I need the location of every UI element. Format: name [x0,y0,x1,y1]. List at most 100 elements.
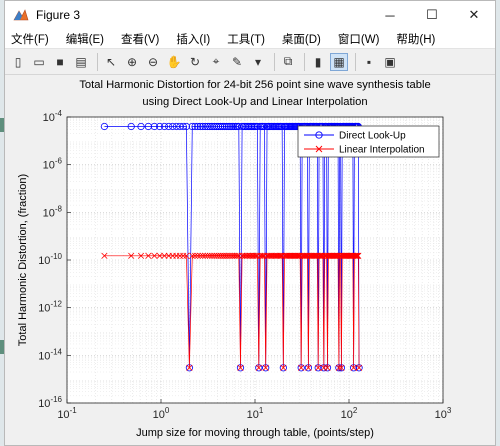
data-point-circle [216,122,225,131]
y-tick-label: 10-16 [38,395,62,410]
y-axis-label: Total Harmonic Distortion, (fraction) [17,174,29,346]
data-point-x [202,252,209,259]
data-point-circle [220,122,229,131]
print-icon[interactable]: ▤ [75,54,87,69]
data-point-x [324,364,331,371]
legend-marker-x [315,145,323,153]
menu-item[interactable]: 查看(V) [121,33,160,46]
x-tick-label: 10-1 [57,406,77,421]
background-marker [0,340,7,354]
data-point-circle [165,122,173,131]
data-point-x [197,252,204,259]
menu-item[interactable]: 编辑(E) [65,33,105,46]
save-icon[interactable]: ■ [56,54,64,69]
data-point-x [194,252,201,259]
data-point-x [258,252,265,259]
thd-chart[interactable]: 10-1 100 101 102 103 10-16 10-14 10-12 10-10 10-8… [5,76,495,445]
menu-item[interactable]: 插入(I) [176,33,211,46]
open-folder-icon[interactable]: ▭ [33,54,45,69]
data-point-circle [100,122,109,131]
data-point-x [183,252,190,259]
data-point-x [189,252,196,259]
title-bar[interactable]: Figure 3 ─ ☐ ✕ [5,1,495,29]
data-point-x [262,364,269,371]
data-point-x [301,252,308,259]
legend-label: Linear Interpolation [339,145,425,156]
pan-hand-icon[interactable]: ✋ [166,54,182,69]
background-marker [0,118,7,132]
figure-canvas: 10-1 100 101 102 103 10-16 10-14 10-12 10-10 10-8… [5,76,495,445]
axis-ticks: 10-1 100 101 102 103 10-16 10-14 10-12 10-10 10-8… [38,109,452,421]
legend[interactable]: Direct Look-Up Linear Interpolation [297,125,440,158]
data-point-x [186,364,193,371]
legend-marker-circle [315,131,323,139]
link-plot-icon[interactable]: ⧉ [283,54,293,68]
toolbar-separator [97,52,98,71]
data-point-circle [137,122,145,131]
data-point-x [137,252,145,259]
data-point-circle [191,122,199,131]
pointer-icon[interactable]: ↖ [105,54,117,69]
data-point-x [128,252,135,259]
x-tick-label: 100 [153,406,170,421]
matlab-figure-icon [13,7,29,23]
background-window-edge [0,0,7,446]
zoom-out-icon[interactable]: ⊖ [147,54,159,69]
data-point-x [352,252,359,259]
data-point-x [276,252,283,259]
data-point-x [242,252,249,259]
data-point-x [237,364,244,371]
menu-item[interactable]: 桌面(D) [281,33,321,46]
toolbar-separator [304,52,305,71]
data-point-circle [278,122,286,131]
data-point-circle [188,122,196,131]
menu-item[interactable]: 工具(T) [227,33,265,46]
data-point-x [350,364,357,371]
data-point-x [101,252,108,259]
data-point-circle [156,122,164,131]
zoom-in-icon[interactable]: ⊕ [126,54,138,69]
close-button[interactable]: ✕ [468,7,480,22]
y-tick-label: 10-4 [43,109,63,124]
dropdown-arrow-icon[interactable]: ▾ [254,54,262,69]
data-point-x [145,252,152,259]
menu-item[interactable]: 帮助(H) [396,33,436,46]
data-point-x [191,252,199,259]
data-point-x [305,364,312,371]
menu-item[interactable]: 窗口(W) [337,33,380,46]
data-point-x [315,364,322,371]
data-point-x [311,252,318,259]
colorbar-icon[interactable]: ▮ [314,54,322,69]
data-point-circle [201,122,209,131]
menu-item[interactable]: 文件(F) [11,33,49,46]
data-point-circle [222,122,230,131]
plot-area [67,117,443,403]
x-tick-label: 102 [341,406,358,421]
data-point-circle [150,122,159,131]
data-cursor-icon[interactable]: ⌖ [212,54,220,68]
data-point-x [255,364,262,371]
data-point-circle [253,122,261,131]
data-point-x [280,364,287,371]
hide-plot-tools-icon[interactable]: ▪ [366,54,372,69]
data-point-circle [199,122,207,131]
data-point-x [335,364,342,371]
data-point-circle [160,122,169,131]
x-axis-label: Jump size for moving through table, (poi… [136,427,374,439]
new-figure-icon[interactable]: ▯ [14,54,22,69]
minimize-button[interactable]: ─ [385,7,395,23]
data-point-circle [228,122,236,131]
show-plot-tools-icon[interactable]: ▣ [384,54,396,69]
data-point-circle [127,122,135,131]
data-point-x [209,252,216,259]
toolbar-separator [274,52,275,71]
menu-bar: 文件(F) 编辑(E) 查看(V) 插入(I) 工具(T) 桌面(D) 窗口(W) 帮助(H) [5,29,495,49]
data-point-x [353,252,360,259]
y-tick-label: 10-10 [38,252,62,267]
rotate-3d-icon[interactable]: ↻ [189,54,201,69]
legend-icon[interactable]: ▦ [330,52,348,71]
y-tick-label: 10-8 [43,204,63,219]
brush-icon[interactable]: ✎ [231,54,243,69]
maximize-button[interactable]: ☐ [426,7,438,22]
data-point-x [245,252,252,259]
